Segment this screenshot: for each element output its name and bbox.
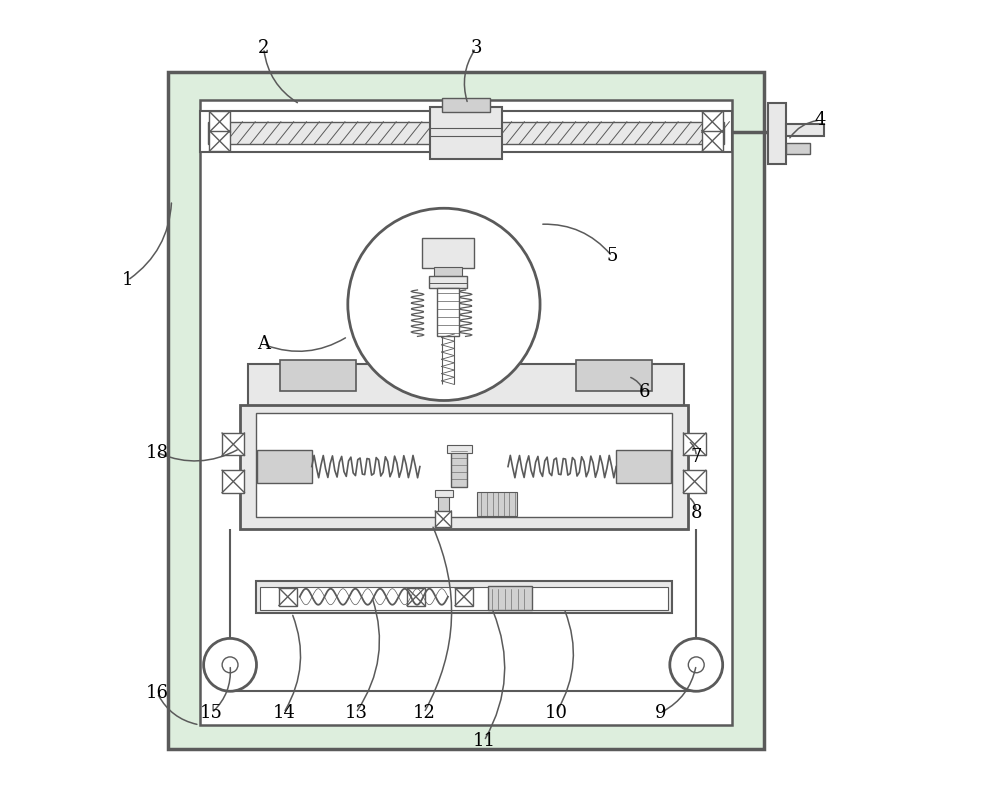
Circle shape bbox=[222, 657, 238, 673]
Bar bbox=[683, 433, 706, 456]
Bar bbox=[422, 238, 474, 268]
Bar bbox=[168, 72, 764, 749]
Bar bbox=[451, 449, 467, 487]
Bar bbox=[248, 364, 684, 409]
Bar bbox=[280, 360, 356, 391]
Text: 8: 8 bbox=[690, 504, 702, 521]
Bar bbox=[200, 111, 732, 152]
Bar bbox=[209, 111, 230, 132]
Text: 5: 5 bbox=[606, 248, 618, 265]
Circle shape bbox=[204, 638, 256, 691]
Text: 11: 11 bbox=[472, 732, 495, 750]
Bar bbox=[702, 111, 723, 132]
Bar bbox=[407, 588, 425, 606]
Bar bbox=[434, 267, 462, 276]
Text: 9: 9 bbox=[654, 704, 666, 722]
Circle shape bbox=[670, 638, 723, 691]
Text: 1: 1 bbox=[122, 272, 133, 289]
Bar bbox=[786, 124, 824, 136]
Bar bbox=[435, 490, 453, 497]
Text: 3: 3 bbox=[470, 39, 482, 57]
Bar bbox=[442, 98, 490, 112]
Bar bbox=[279, 588, 297, 606]
Text: 4: 4 bbox=[815, 111, 826, 129]
Bar bbox=[429, 276, 467, 288]
Bar bbox=[616, 450, 671, 483]
Bar bbox=[447, 445, 472, 453]
Bar bbox=[418, 344, 514, 364]
Circle shape bbox=[348, 208, 540, 400]
Bar bbox=[260, 587, 668, 610]
Bar bbox=[488, 586, 532, 610]
Text: 13: 13 bbox=[344, 704, 367, 722]
Bar bbox=[455, 588, 473, 606]
Bar bbox=[256, 413, 672, 517]
Bar bbox=[222, 470, 244, 493]
Circle shape bbox=[688, 657, 704, 673]
Bar bbox=[222, 433, 244, 456]
Text: 7: 7 bbox=[691, 448, 702, 465]
Bar bbox=[477, 492, 517, 516]
Text: 12: 12 bbox=[412, 704, 435, 722]
Bar bbox=[683, 470, 706, 493]
Text: 14: 14 bbox=[272, 704, 295, 722]
Text: 16: 16 bbox=[146, 684, 169, 702]
Bar bbox=[256, 581, 672, 613]
Bar bbox=[430, 107, 502, 159]
Text: 2: 2 bbox=[258, 39, 269, 57]
Bar bbox=[702, 131, 723, 151]
Bar bbox=[200, 100, 732, 725]
Bar bbox=[437, 288, 459, 336]
Bar bbox=[209, 131, 230, 151]
Bar bbox=[576, 360, 652, 391]
Bar bbox=[208, 122, 724, 144]
Text: A: A bbox=[257, 336, 270, 353]
Bar bbox=[240, 405, 688, 529]
Text: 15: 15 bbox=[200, 704, 223, 722]
Bar bbox=[786, 143, 810, 154]
Text: 6: 6 bbox=[638, 384, 650, 401]
Bar bbox=[768, 103, 786, 164]
Bar bbox=[257, 450, 312, 483]
Bar bbox=[438, 494, 449, 517]
Text: 18: 18 bbox=[146, 444, 169, 461]
Text: 10: 10 bbox=[545, 704, 568, 722]
Bar bbox=[435, 511, 451, 527]
